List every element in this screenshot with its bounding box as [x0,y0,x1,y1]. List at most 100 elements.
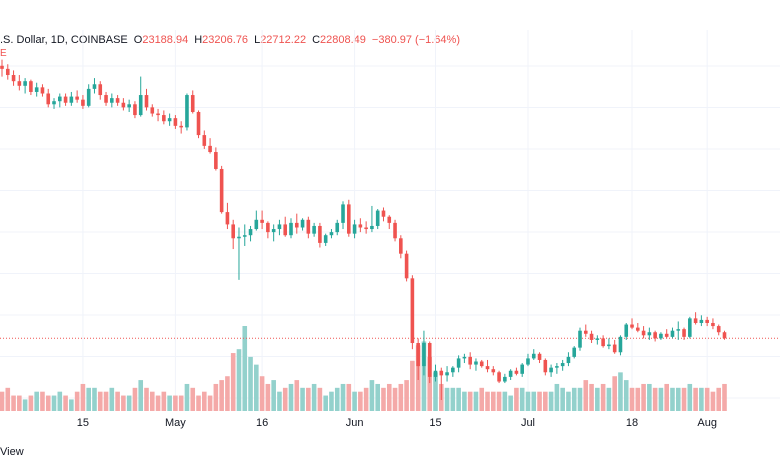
volume-bar [369,380,375,411]
candle-body [208,145,212,153]
candle-body [531,353,536,359]
candle-body [607,344,611,347]
volume-bar [531,391,537,411]
volume-bar [167,395,172,411]
candle-body [29,81,33,92]
candle-body [242,235,247,237]
volume-bar [693,387,698,411]
volume-bar [225,376,230,411]
candle-body [653,332,657,339]
candle-body [185,95,189,128]
high-label: H [194,34,203,46]
candle-body [248,229,253,236]
candle-body [156,113,160,116]
volume-bar [658,387,664,411]
volume-bar [155,395,161,411]
volume-bar [161,391,167,411]
candle-body [92,84,97,89]
volume-bar [184,383,190,411]
volume-bar [22,399,28,411]
volume-bar [248,356,253,411]
candle-body [416,343,420,367]
candle-body [647,332,652,336]
volume-bar [635,387,641,411]
volume-bar [294,380,300,411]
candle-body [636,327,640,331]
volume-bar [722,383,727,411]
x-tick-label: Aug [697,417,717,429]
volume-bar [577,387,583,411]
candle-body [133,104,137,116]
footer-view-label[interactable]: View [0,446,24,458]
volume-bar [699,387,704,411]
candle-body [555,366,559,368]
volume-bar [45,395,51,411]
candle-body [699,319,704,323]
volume-bar [0,391,5,411]
candle-body [167,118,172,122]
candle-body [127,104,131,108]
volume-bar [207,395,213,411]
symbol-label: .S. Dollar, 1D, COINBASE [0,34,128,46]
candle-body [323,235,328,243]
candle-body [46,93,51,105]
volume-bar [548,391,554,411]
volume-bar [427,356,433,411]
candle-body [294,222,299,228]
candle-body [445,372,449,376]
candle-body [277,224,282,230]
volume-bar [74,391,80,411]
candle-body [711,322,715,327]
volume-bar [115,391,120,411]
volume-bar [173,395,178,411]
volume-bar [86,387,91,411]
volume-bar [230,353,236,411]
volume-bar [560,387,565,411]
candle-body [589,333,594,340]
volume-bar [485,391,490,411]
open-label: O [133,34,143,46]
candle-body [150,107,155,114]
volume-bar [363,387,369,411]
volume-bar [288,383,294,411]
volume-bar [444,387,450,411]
high-value: 23206.76 [202,34,249,46]
candle-body [214,152,218,169]
candle-body [399,238,403,254]
volume-bar [242,326,248,411]
candle-body [595,338,600,340]
candle-body [58,96,62,102]
candle-body [98,84,103,96]
candle-body [612,344,617,353]
candle-body [664,333,669,337]
candle-body [312,225,316,234]
candle-body [479,361,484,367]
candle-body [520,364,524,374]
volume-bar [519,387,525,411]
candle-body [485,366,490,370]
candle-body [537,353,542,360]
candle-body [162,115,166,122]
volume-bar [80,383,86,411]
candle-body [219,168,224,213]
candle-body [583,330,588,334]
x-tick-label: Jul [520,417,535,429]
candle-body [237,236,241,239]
candle-body [173,118,178,126]
candle-body [318,225,322,243]
ohlc-legend: .S. Dollar, 1D, COINBASE O 23188.94 H 2320… [0,33,460,47]
candle-body [196,111,201,136]
candle-body [121,102,126,108]
volume-bar [34,391,39,411]
volume-bar [63,395,68,411]
open-value: 23188.94 [142,34,189,46]
volume-bar [121,395,126,411]
volume-bar [647,383,652,411]
volume-bar [57,391,63,411]
volume-bar [433,372,438,411]
volume-bar [398,383,404,411]
candle-body [560,363,565,367]
candle-body [693,318,698,323]
candle-body [231,224,235,239]
